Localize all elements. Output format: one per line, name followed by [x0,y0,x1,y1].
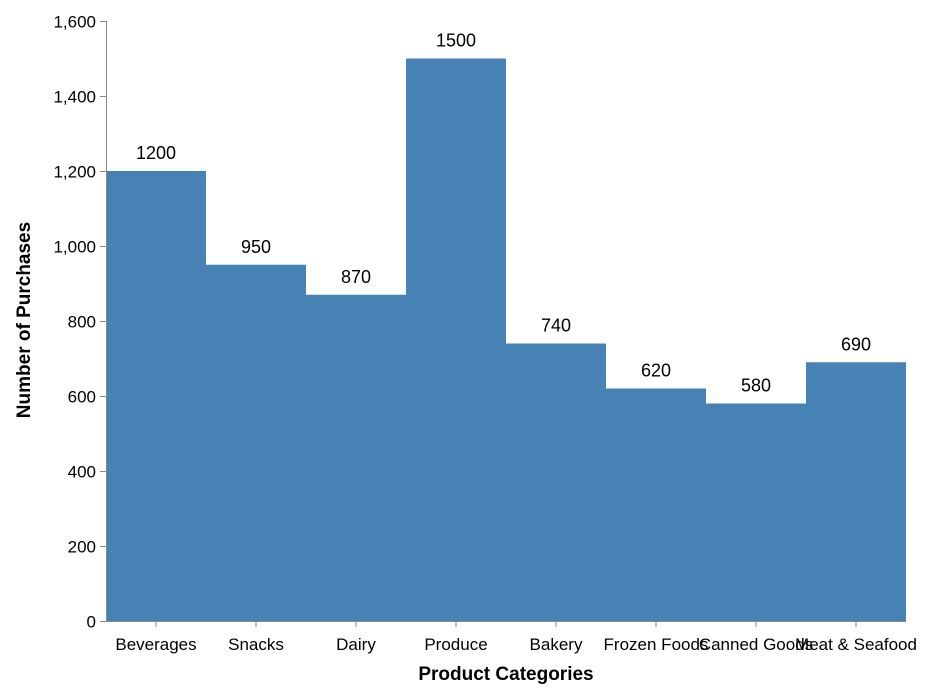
y-axis-title: Number of Purchases [14,222,35,418]
y-tick-label: 800 [68,313,96,332]
x-axis-title: Product Categories [418,664,593,685]
y-tick-label: 1,600 [53,13,96,32]
bar[interactable] [406,58,506,622]
bars-layer [106,58,906,622]
bar[interactable] [506,343,606,622]
data-label: 620 [641,361,671,381]
y-tick-label: 0 [87,613,96,632]
y-tick-label: 600 [68,388,96,407]
x-tick-label: Dairy [336,635,376,654]
data-label: 1500 [436,31,476,51]
data-labels-layer: 1200 950 870 1500 740 620 580 690 [136,31,871,396]
data-label: 870 [341,267,371,287]
bar[interactable] [706,403,806,622]
y-tick-label: 400 [68,463,96,482]
data-label: 1200 [136,143,176,163]
x-tick-label: Produce [424,635,487,654]
data-label: 740 [541,316,571,336]
x-tick-label: Meat & Seafood [795,635,917,654]
y-tick-label: 200 [68,538,96,557]
bar[interactable] [206,264,306,621]
data-label: 950 [241,237,271,257]
y-tick-label: 1,200 [53,163,96,182]
x-tick-label: Frozen Foods [604,635,709,654]
y-tick-label: 1,400 [53,88,96,107]
x-tick-label: Bakery [530,635,583,654]
bar[interactable] [106,171,206,621]
x-tick-label: Snacks [228,635,284,654]
data-label: 690 [841,334,871,354]
y-tick-label: 1,000 [53,238,96,257]
data-label: 580 [741,376,771,396]
bar[interactable] [306,294,406,621]
x-tick-label: Canned Goods [699,635,813,654]
x-tick-label: Beverages [115,635,196,654]
bar[interactable] [606,388,706,622]
y-axis: 0 200 400 600 800 1,000 1,200 1,400 1,600 [53,13,107,632]
x-axis: Beverages Snacks Dairy Produce Bakery Frozen … [106,621,917,654]
bar[interactable] [806,362,906,621]
